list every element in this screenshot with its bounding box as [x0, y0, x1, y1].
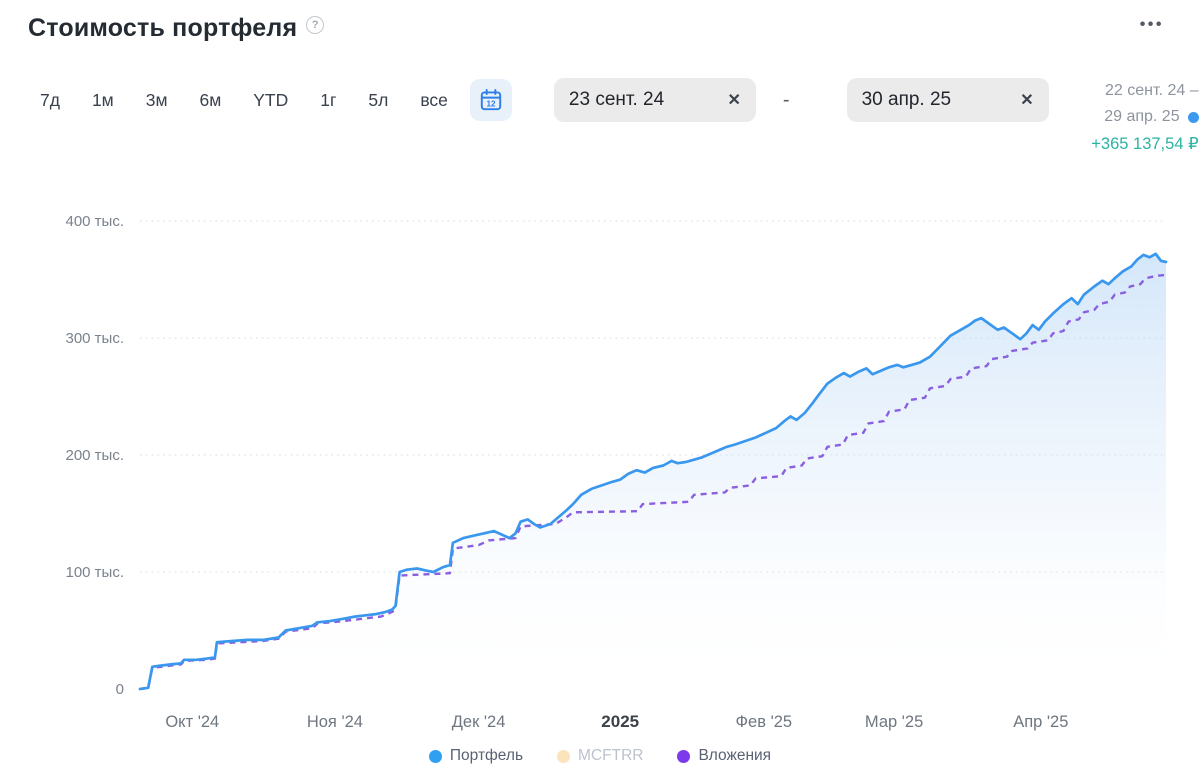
- summary-gain: +365 137,54 ₽: [1091, 134, 1199, 153]
- portfolio-dot-icon: [428, 749, 442, 763]
- portfolio-marker-icon: [1187, 112, 1199, 124]
- tab-1y[interactable]: 1г: [320, 89, 337, 110]
- summary-range-start: 22 сент. 24 –: [1105, 82, 1199, 99]
- tab-7d[interactable]: 7д: [40, 89, 60, 110]
- portfolio-line[interactable]: [138, 252, 1168, 691]
- x-axis-label: Окт '24: [165, 713, 219, 731]
- y-axis-label: 400 тыс.: [65, 213, 124, 230]
- date-to-value: 30 апр. 25: [861, 89, 952, 110]
- legend-label-deposits: Вложения: [698, 747, 772, 764]
- date-from-input[interactable]: 23 сент. 24 ✕: [553, 78, 756, 122]
- y-axis-label: 200 тыс.: [65, 447, 124, 464]
- tab-ytd[interactable]: YTD: [253, 89, 289, 110]
- portfolio-chart[interactable]: 0 100 тыс. 200 тыс. 300 тыс. 400 тыс. Окт '24…: [0, 198, 1200, 744]
- help-icon[interactable]: ?: [306, 16, 325, 34]
- x-axis-label: Ноя '24: [307, 713, 363, 731]
- y-axis-label: 0: [116, 681, 124, 698]
- svg-text:12: 12: [486, 100, 496, 109]
- date-to-input[interactable]: 30 апр. 25 ✕: [846, 78, 1049, 122]
- page-title: Стоимость портфеля: [28, 14, 298, 42]
- chart-legend: Портфель MCFTRR Вложения: [0, 747, 1200, 765]
- controls-row: 7д 1м 3м 6м YTD 1г 5л все 12 23 се: [0, 78, 1200, 153]
- summary-range-end-row: 29 апр. 25: [1049, 104, 1199, 130]
- x-axis-label: Фев '25: [736, 713, 793, 731]
- more-menu-icon[interactable]: •••: [1139, 16, 1164, 33]
- x-axis-label: 2025: [601, 712, 639, 731]
- legend-label-portfolio: Портфель: [449, 747, 524, 764]
- portfolio-area: [140, 253, 1166, 690]
- tab-all[interactable]: все: [420, 89, 448, 110]
- deposits-dot-icon: [677, 749, 691, 763]
- legend-label-mcftrr: MCFTRR: [578, 747, 644, 764]
- mcftrr-dot-icon: [557, 749, 571, 763]
- period-tabs: 7д 1м 3м 6м YTD 1г 5л все: [40, 90, 448, 111]
- header: Стоимость портфеля ?: [28, 14, 325, 43]
- y-axis-label: 100 тыс.: [65, 564, 124, 581]
- legend-item-deposits[interactable]: Вложения: [677, 747, 771, 765]
- clear-date-to-icon[interactable]: ✕: [1020, 92, 1034, 109]
- tab-5y[interactable]: 5л: [368, 89, 389, 110]
- summary-range-end: 29 апр. 25: [1104, 108, 1180, 126]
- chart-area[interactable]: 0 100 тыс. 200 тыс. 300 тыс. 400 тыс. Окт '24…: [0, 198, 1200, 744]
- tab-1m[interactable]: 1м: [91, 89, 114, 110]
- period-controls: 7д 1м 3м 6м YTD 1г 5л все 12 23 се: [40, 78, 1049, 122]
- clear-date-from-icon[interactable]: ✕: [727, 92, 741, 109]
- legend-item-portfolio[interactable]: Портфель: [428, 747, 524, 765]
- tab-6m[interactable]: 6м: [199, 89, 222, 110]
- tab-3m[interactable]: 3м: [145, 89, 168, 110]
- y-axis-label: 300 тыс.: [65, 330, 124, 347]
- x-axis-label: Дек '24: [452, 713, 506, 731]
- legend-item-mcftrr[interactable]: MCFTRR: [557, 747, 643, 765]
- x-axis-label: Апр '25: [1013, 713, 1068, 731]
- hover-summary: 22 сент. 24 – 29 апр. 25 +365 137,54 ₽: [1049, 78, 1199, 158]
- x-axis-label: Мар '25: [865, 713, 923, 731]
- range-separator: -: [782, 88, 790, 111]
- date-from-value: 23 сент. 24: [568, 89, 665, 110]
- calendar-button[interactable]: 12: [469, 79, 512, 121]
- calendar-icon: 12: [480, 89, 502, 111]
